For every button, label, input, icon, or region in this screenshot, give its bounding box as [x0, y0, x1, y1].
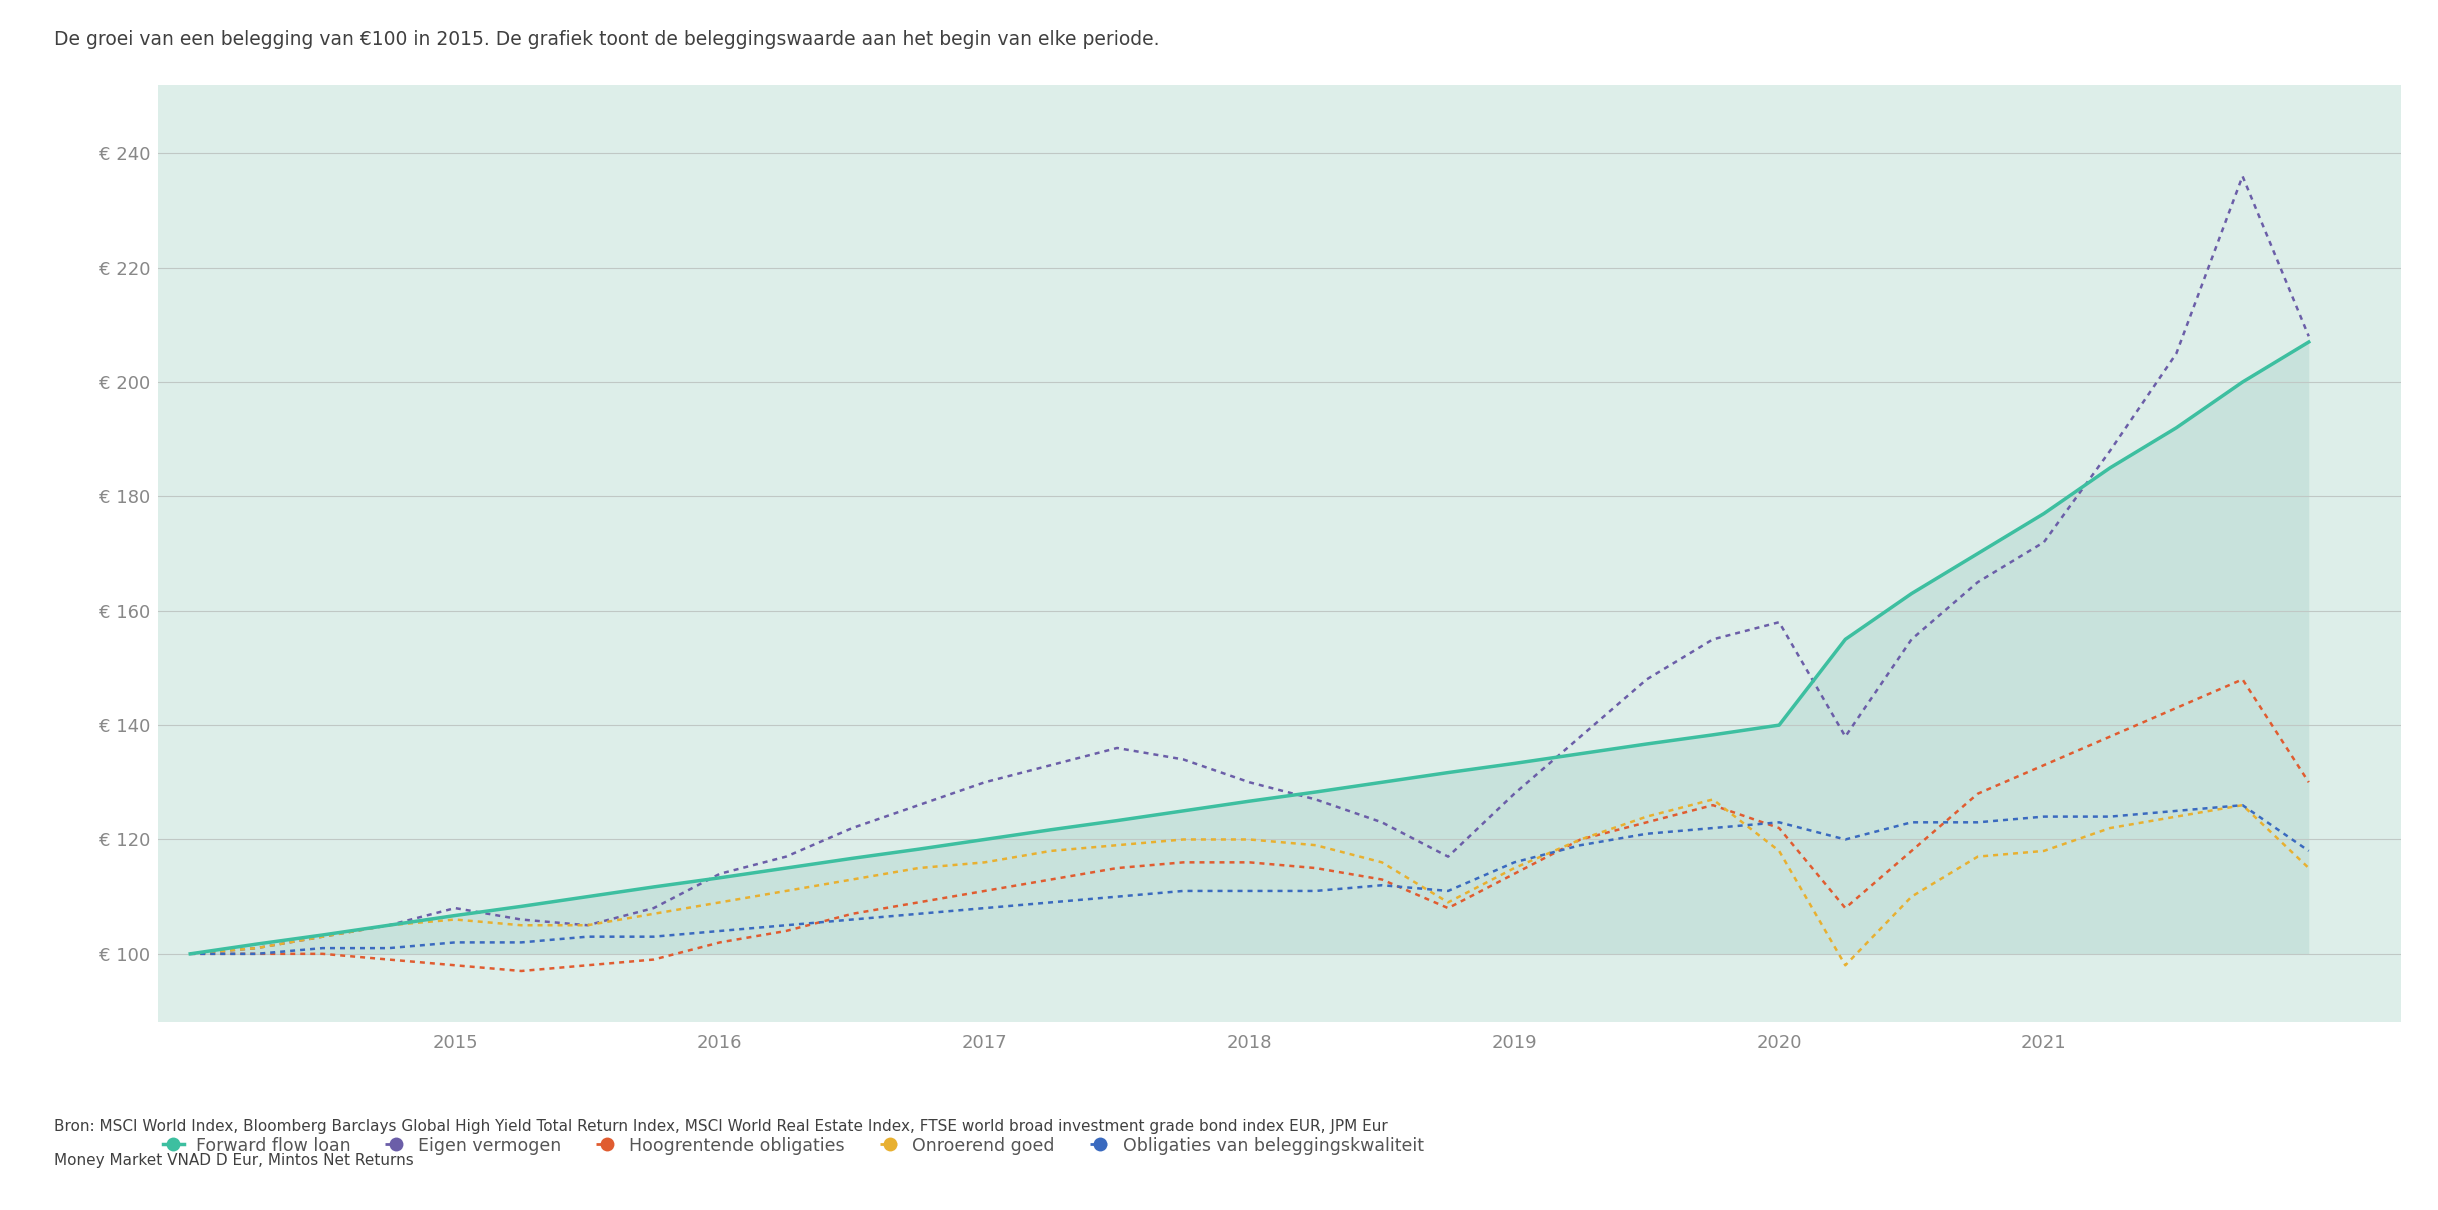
- Legend: Forward flow loan, Eigen vermogen, Hoogrentende obligaties, Onroerend goed, Obli: Forward flow loan, Eigen vermogen, Hoogr…: [156, 1130, 1431, 1162]
- Text: Bron: MSCI World Index, Bloomberg Barclays Global High Yield Total Return Index,: Bron: MSCI World Index, Bloomberg Barcla…: [54, 1119, 1387, 1134]
- Text: Money Market VNAD D Eur, Mintos Net Returns: Money Market VNAD D Eur, Mintos Net Retu…: [54, 1153, 414, 1168]
- Text: De groei van een belegging van €100 in 2015. De grafiek toont de beleggingswaard: De groei van een belegging van €100 in 2…: [54, 30, 1158, 50]
